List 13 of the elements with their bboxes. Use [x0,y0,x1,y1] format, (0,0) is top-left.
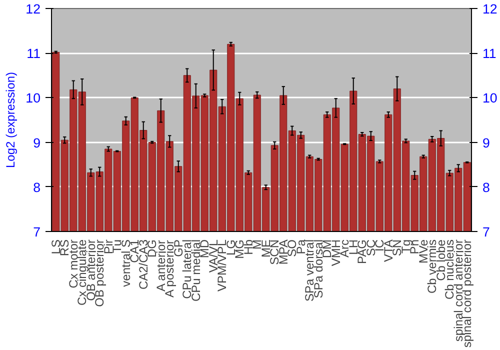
y-axis-title: Log2 (expression) [4,72,18,168]
y2-tick-label: 8 [482,180,490,195]
y2-tick-label: 9 [482,135,490,150]
y-tick-label: 10 [26,90,41,106]
y-tick-label: 9 [33,135,41,150]
y-tick-label: 12 [26,2,41,16]
y2-tick-label: 10 [482,90,498,106]
y2-tick-label: 11 [482,46,496,62]
y2-tick-label: 12 [482,2,498,16]
y2-tick-label: 7 [482,224,490,240]
y-tick-label: 11 [26,46,41,62]
y-tick-label: 7 [33,224,41,240]
y-tick-label: 8 [33,180,41,195]
